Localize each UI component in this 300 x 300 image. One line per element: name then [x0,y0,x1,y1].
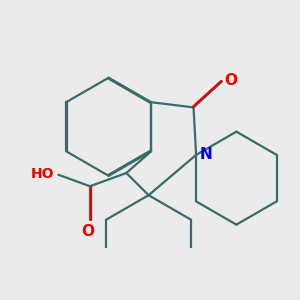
Text: N: N [199,147,212,162]
Text: HO: HO [31,167,54,181]
Text: O: O [81,224,94,239]
Text: O: O [224,73,238,88]
